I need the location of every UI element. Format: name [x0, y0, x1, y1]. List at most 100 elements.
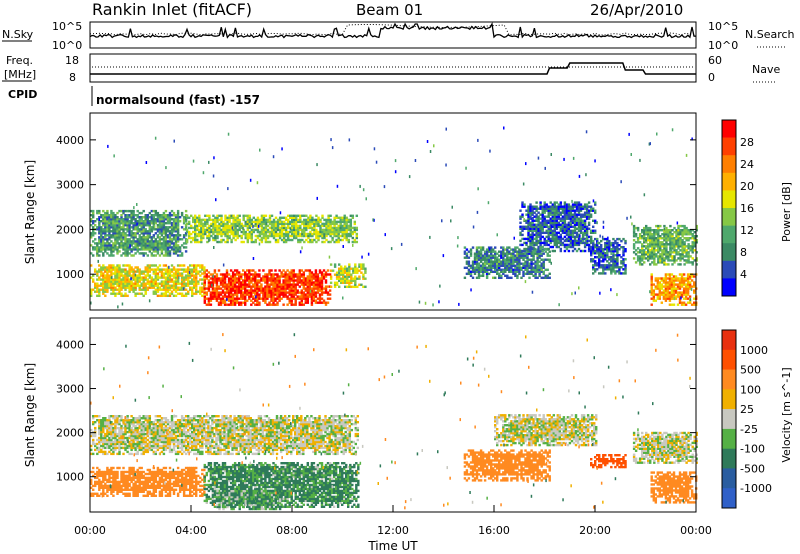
heatmap-cell [160, 216, 164, 219]
heatmap-cell [250, 218, 254, 222]
heatmap-cell [102, 222, 105, 225]
heatmap-cell [351, 232, 355, 236]
heatmap-cell [487, 250, 491, 253]
heatmap-cell [144, 292, 147, 295]
heatmap-cell [286, 287, 289, 290]
heatmap-cell [339, 234, 342, 238]
heatmap-cell [282, 224, 286, 228]
heatmap-cell [557, 223, 561, 227]
heatmap-cell [510, 248, 513, 251]
heatmap-cell [526, 256, 529, 259]
heatmap-cell [319, 234, 322, 238]
heatmap-cell [529, 245, 532, 249]
heatmap-cell [653, 247, 656, 250]
heatmap-cell [114, 218, 117, 221]
heatmap-cell [577, 227, 581, 231]
heatmap-cell [182, 276, 186, 279]
heatmap-cell [182, 268, 186, 271]
heatmap-cell [272, 291, 275, 294]
heatmap-cell [118, 230, 121, 233]
heatmap-cell [250, 289, 253, 292]
heatmap-cell [104, 242, 107, 245]
heatmap-cell [182, 242, 186, 245]
heatmap-cell [244, 293, 247, 296]
heatmap-cell [150, 238, 154, 241]
heatmap-cell [590, 258, 593, 261]
heatmap-cell [264, 218, 268, 222]
heatmap-cell [553, 219, 557, 223]
heatmap-cell [649, 237, 652, 240]
heatmap-cell [294, 297, 297, 300]
heatmap-cell [606, 264, 609, 267]
heatmap-cell [98, 220, 101, 223]
heatmap-cell [352, 271, 355, 274]
heatmap-cell [487, 256, 491, 259]
heatmap-cell [651, 261, 654, 264]
heatmap-cell [310, 295, 314, 298]
heatmap-cell [126, 242, 129, 245]
heatmap-cell [614, 260, 617, 263]
heatmap-cell [573, 241, 577, 245]
heatmap-cell [319, 226, 322, 230]
heatmap-cell [537, 239, 540, 243]
heatmap-cell [130, 248, 133, 251]
heatmap-cell [272, 287, 275, 290]
heatmap-cell [124, 272, 127, 275]
heatmap-cell [200, 230, 203, 234]
heatmap-cell [567, 207, 571, 210]
heatmap-cell [254, 281, 257, 284]
heatmap-cell [551, 233, 555, 237]
heatmap-cell [532, 268, 535, 272]
heatmap-cell [193, 268, 196, 271]
heatmap-cell [216, 226, 219, 230]
heatmap-cell [195, 288, 198, 291]
heatmap-cell [226, 218, 229, 222]
heatmap-cell [110, 280, 113, 283]
heatmap-cell [130, 282, 133, 285]
heatmap-cell [102, 274, 105, 277]
heatmap-cell [315, 224, 318, 228]
heatmap-cell [541, 235, 544, 239]
heatmap-cell [504, 268, 507, 272]
heatmap-cell [304, 281, 308, 284]
heatmap-cell [246, 228, 250, 232]
heatmap-cell [592, 207, 595, 210]
heatmap-cell [525, 237, 528, 241]
heatmap-cell [280, 238, 284, 242]
heatmap-cell [213, 271, 217, 274]
heatmap-cell [148, 286, 152, 289]
heatmap-cell [164, 276, 168, 279]
heatmap-cell [316, 277, 320, 280]
heatmap-cell [632, 257, 636, 260]
heatmap-cell [350, 277, 353, 280]
heatmap-cell [683, 255, 686, 258]
heatmap-cell [311, 240, 314, 244]
heatmap-cell [229, 291, 233, 294]
heatmap-cell [669, 237, 672, 240]
heatmap-cell [136, 240, 139, 243]
heatmap-cell [315, 218, 318, 222]
heatmap-cell [310, 275, 314, 278]
heatmap-cell [512, 270, 515, 274]
heatmap-cell [477, 256, 481, 259]
heatmap-cell [326, 297, 330, 300]
heatmap-cell [590, 248, 593, 251]
heatmap-cell [252, 230, 256, 234]
heatmap-cell [579, 237, 583, 241]
heatmap-cell [216, 216, 219, 220]
heatmap-cell [355, 228, 359, 232]
heatmap-cell [288, 285, 291, 288]
heatmap-cell [485, 272, 489, 276]
heatmap-cell [571, 243, 575, 247]
heatmap-cell [116, 272, 119, 275]
heatmap-cell [272, 218, 276, 222]
heatmap-cell [214, 234, 217, 238]
heatmap-cell [545, 231, 548, 235]
heatmap-cell [325, 238, 328, 242]
heatmap-cell [232, 234, 235, 238]
heatmap-cell [561, 217, 565, 220]
heatmap-cell [286, 269, 289, 272]
heatmap-cell [240, 303, 243, 306]
heatmap-cell [294, 291, 297, 294]
heatmap-cell [663, 237, 666, 240]
